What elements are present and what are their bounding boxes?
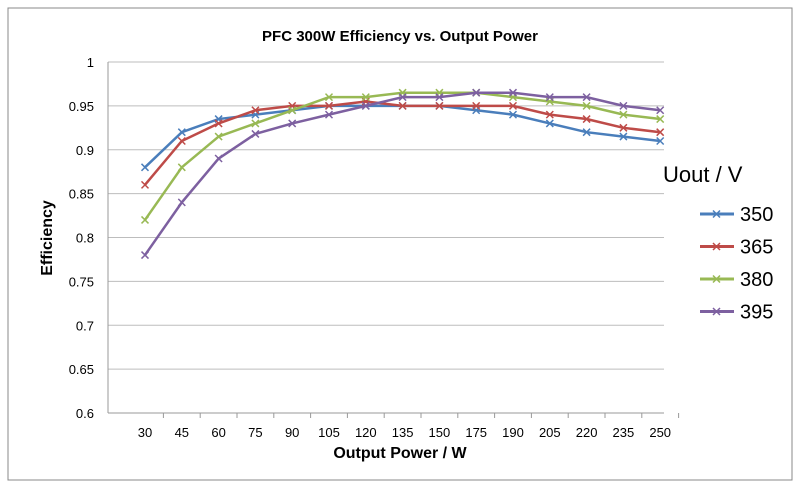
data-point-365	[619, 123, 628, 132]
x-tick-label: 135	[392, 425, 414, 440]
x-tick-label: 250	[649, 425, 671, 440]
legend-marker-350	[712, 209, 721, 219]
data-point-395	[361, 101, 370, 110]
x-axis-label: Output Power / W	[333, 445, 467, 462]
y-axis-label: Efficiency	[39, 200, 56, 276]
data-point-365	[472, 101, 481, 110]
chart-title: PFC 300W Efficiency vs. Output Power	[262, 28, 538, 45]
legend-label-350: 350	[740, 204, 773, 226]
chart-border	[7, 7, 793, 481]
y-tick-label: 0.8	[76, 231, 94, 246]
data-point-395	[177, 198, 186, 207]
data-point-395	[140, 251, 150, 260]
data-point-380	[214, 132, 223, 141]
data-point-350	[508, 110, 518, 119]
y-tick-label: 0.65	[69, 362, 94, 377]
data-point-350	[656, 136, 665, 146]
legend-label-380: 380	[740, 269, 773, 291]
data-point-350	[140, 163, 150, 172]
y-tick-label: 0.85	[69, 187, 94, 202]
data-point-365	[545, 110, 554, 119]
y-tick-label: 0.95	[69, 99, 94, 114]
data-point-395	[288, 119, 297, 128]
data-point-395	[398, 93, 407, 102]
legend-marker-380	[712, 274, 721, 284]
data-point-365	[656, 128, 665, 137]
data-point-380	[140, 215, 150, 224]
y-tick-label: 0.75	[69, 274, 94, 289]
data-point-365	[140, 180, 150, 189]
data-point-395	[545, 93, 554, 102]
data-point-380	[619, 110, 628, 119]
data-point-395	[251, 129, 260, 138]
x-tick-label: 205	[539, 425, 561, 440]
data-point-365	[177, 136, 186, 146]
x-tick-label: 45	[175, 425, 189, 440]
y-tick-label: 0.6	[76, 406, 94, 421]
x-tick-label: 120	[355, 425, 377, 440]
data-point-365	[251, 106, 260, 115]
data-point-365	[582, 115, 591, 124]
x-tick-label: 75	[248, 425, 262, 440]
data-point-395	[435, 93, 444, 102]
legend-label-395: 395	[740, 302, 773, 324]
data-point-380	[177, 163, 186, 172]
legend-title: Uout / V	[663, 162, 743, 187]
y-tick-label: 1	[87, 55, 94, 70]
legend-marker-395	[712, 307, 721, 316]
data-point-365	[435, 101, 444, 110]
x-tick-label: 60	[211, 425, 225, 440]
x-tick-label: 175	[465, 425, 487, 440]
x-tick-label: 235	[613, 425, 635, 440]
x-tick-label: 190	[502, 425, 524, 440]
data-point-365	[214, 119, 223, 128]
data-point-365	[398, 101, 407, 110]
data-point-350	[545, 119, 554, 128]
y-tick-label: 0.7	[76, 318, 94, 333]
x-tick-label: 105	[318, 425, 340, 440]
data-point-350	[582, 128, 591, 137]
data-point-365	[324, 101, 334, 110]
x-tick-label: 30	[138, 425, 152, 440]
data-point-380	[582, 101, 591, 110]
data-point-380	[324, 93, 334, 102]
data-point-395	[508, 88, 518, 97]
data-point-350	[177, 128, 186, 137]
data-point-395	[324, 110, 334, 119]
data-point-350	[619, 132, 628, 141]
data-point-395	[214, 154, 223, 163]
legend-label-365: 365	[740, 237, 773, 259]
x-tick-label: 150	[429, 425, 451, 440]
data-point-380	[656, 115, 665, 124]
x-tick-label: 220	[576, 425, 598, 440]
data-point-380	[288, 106, 297, 115]
data-point-395	[582, 93, 591, 102]
legend-marker-365	[712, 242, 721, 251]
data-point-395	[472, 88, 481, 97]
data-point-380	[361, 93, 370, 102]
y-tick-label: 0.9	[76, 143, 94, 158]
data-point-365	[508, 101, 518, 110]
x-tick-label: 90	[285, 425, 299, 440]
data-point-395	[656, 106, 665, 115]
data-point-395	[619, 101, 628, 110]
data-point-380	[251, 119, 260, 128]
